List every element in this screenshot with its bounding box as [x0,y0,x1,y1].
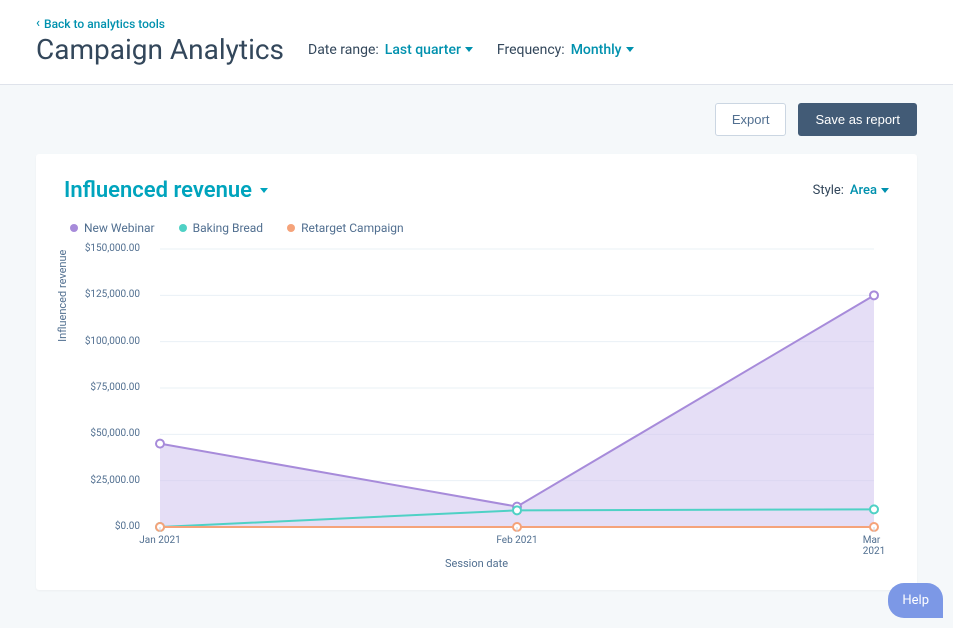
caret-down-icon [881,188,889,193]
date-range-dropdown[interactable]: Last quarter [385,42,473,58]
chart-style-dropdown[interactable]: Area [850,183,889,198]
chart-card: Influenced revenue Style: Area New Webin… [36,154,917,590]
date-range-value: Last quarter [385,42,461,58]
style-label: Style: [813,183,844,198]
legend-item[interactable]: New Webinar [70,221,155,235]
x-axis-label: Session date [64,557,889,570]
frequency-dropdown[interactable]: Monthly [571,42,634,58]
area-chart [64,243,884,553]
page-header: ‹ Back to analytics tools Campaign Analy… [0,0,953,85]
actions-bar: Export Save as report [0,85,953,136]
legend-label: Baking Bread [193,221,263,235]
legend-label: New Webinar [84,221,155,235]
y-tick-label: $75,000.00 [70,382,140,393]
y-tick-label: $125,000.00 [70,289,140,300]
legend-label: Retarget Campaign [301,221,404,235]
chart-container: Influenced revenue $0.00$25,000.00$50,00… [64,243,884,553]
chart-legend: New Webinar Baking Bread Retarget Campaign [70,221,889,235]
y-tick-label: $25,000.00 [70,475,140,486]
x-tick-label: Feb 2021 [496,535,537,546]
chevron-left-icon: ‹ [36,16,40,31]
y-tick-label: $0.00 [70,521,140,532]
chart-metric-dropdown[interactable]: Influenced revenue [64,178,268,203]
help-button[interactable]: Help [888,583,943,618]
x-tick-label: Mar 2021 [863,535,885,557]
date-range-label: Date range: [308,42,379,58]
caret-down-icon [260,188,268,193]
caret-down-icon [626,47,634,52]
y-tick-label: $50,000.00 [70,428,140,439]
legend-marker-icon [287,224,295,232]
caret-down-icon [465,47,473,52]
chart-title-text: Influenced revenue [64,178,252,203]
y-tick-label: $100,000.00 [70,336,140,347]
frequency-value: Monthly [571,42,622,58]
date-range-filter: Date range: Last quarter [308,42,473,58]
page-title: Campaign Analytics [36,33,284,66]
x-tick-label: Jan 2021 [139,535,180,546]
back-link-text: Back to analytics tools [44,17,165,31]
y-axis-label: Influenced revenue [56,250,69,342]
save-as-report-button[interactable]: Save as report [798,103,917,136]
chart-style-picker: Style: Area [813,183,889,198]
legend-marker-icon [179,224,187,232]
frequency-filter: Frequency: Monthly [497,42,634,58]
legend-item[interactable]: Retarget Campaign [287,221,404,235]
back-link[interactable]: ‹ Back to analytics tools [36,16,165,31]
legend-item[interactable]: Baking Bread [179,221,263,235]
frequency-label: Frequency: [497,42,565,58]
y-tick-label: $150,000.00 [70,243,140,254]
style-value: Area [850,183,877,198]
export-button[interactable]: Export [715,103,787,136]
legend-marker-icon [70,224,78,232]
